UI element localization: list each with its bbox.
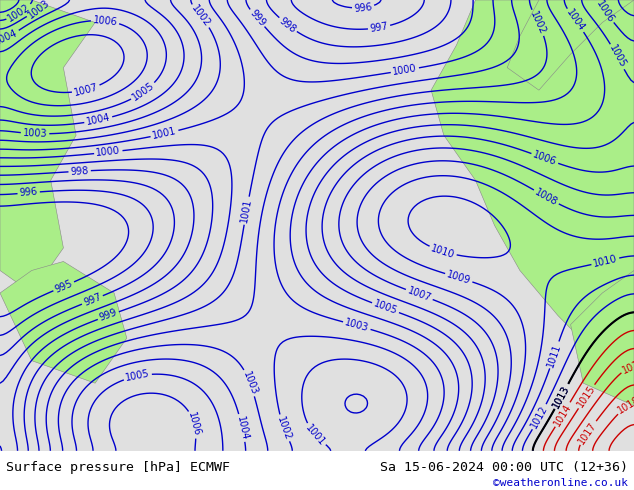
Text: Surface pressure [hPa] ECMWF: Surface pressure [hPa] ECMWF: [6, 462, 230, 474]
Text: 998: 998: [70, 166, 89, 177]
Text: 1006: 1006: [186, 411, 202, 438]
Text: 1007: 1007: [406, 286, 432, 303]
Text: 998: 998: [278, 15, 298, 34]
Polygon shape: [0, 0, 95, 293]
Text: 1008: 1008: [533, 187, 559, 207]
Text: 1002: 1002: [6, 2, 32, 24]
Text: 999: 999: [247, 8, 267, 28]
Text: 997: 997: [82, 292, 103, 308]
Text: 1005: 1005: [131, 81, 157, 103]
Text: 1015: 1015: [576, 384, 597, 410]
Text: 1000: 1000: [96, 146, 121, 158]
Text: 1006: 1006: [531, 149, 558, 168]
Text: 1003: 1003: [26, 0, 52, 21]
Text: 1013: 1013: [552, 383, 572, 410]
Text: 1013: 1013: [552, 383, 572, 410]
Text: 996: 996: [354, 1, 373, 14]
Text: 1004: 1004: [564, 7, 586, 33]
Text: 996: 996: [19, 187, 38, 198]
Text: 1010: 1010: [430, 243, 456, 260]
Text: 1018: 1018: [616, 395, 634, 416]
Text: 1016: 1016: [621, 357, 634, 376]
Polygon shape: [507, 0, 634, 90]
Text: Sa 15-06-2024 00:00 UTC (12+36): Sa 15-06-2024 00:00 UTC (12+36): [380, 462, 628, 474]
Text: 1007: 1007: [73, 82, 99, 98]
Text: 999: 999: [98, 308, 119, 323]
Text: 1005: 1005: [607, 44, 628, 70]
Polygon shape: [571, 270, 634, 406]
Text: 1001: 1001: [152, 126, 178, 141]
Text: 1002: 1002: [275, 415, 293, 441]
Text: 1014: 1014: [552, 401, 573, 428]
Text: 1017: 1017: [577, 420, 598, 446]
Text: 1003: 1003: [241, 369, 259, 396]
Text: 1011: 1011: [546, 342, 563, 368]
Text: 1005: 1005: [125, 368, 151, 383]
Text: 1001: 1001: [304, 422, 327, 447]
Text: 1006: 1006: [594, 0, 616, 24]
Text: 1002: 1002: [190, 3, 212, 29]
Polygon shape: [431, 0, 634, 383]
Text: 1006: 1006: [93, 15, 118, 27]
Text: 1003: 1003: [23, 128, 48, 139]
Text: 997: 997: [369, 21, 389, 34]
Text: 1000: 1000: [392, 63, 418, 77]
Text: 1001: 1001: [240, 198, 254, 223]
Text: 1002: 1002: [529, 9, 548, 36]
Text: 1012: 1012: [529, 404, 550, 430]
Text: 1004: 1004: [0, 28, 20, 47]
Text: 1009: 1009: [446, 270, 472, 286]
Text: 1005: 1005: [372, 299, 399, 317]
Text: 1003: 1003: [344, 318, 370, 334]
Text: 1010: 1010: [592, 254, 618, 269]
Text: 995: 995: [53, 278, 74, 294]
Text: 1004: 1004: [86, 113, 112, 127]
Text: ©weatheronline.co.uk: ©weatheronline.co.uk: [493, 478, 628, 488]
Polygon shape: [0, 262, 127, 383]
Text: 1004: 1004: [235, 415, 250, 441]
